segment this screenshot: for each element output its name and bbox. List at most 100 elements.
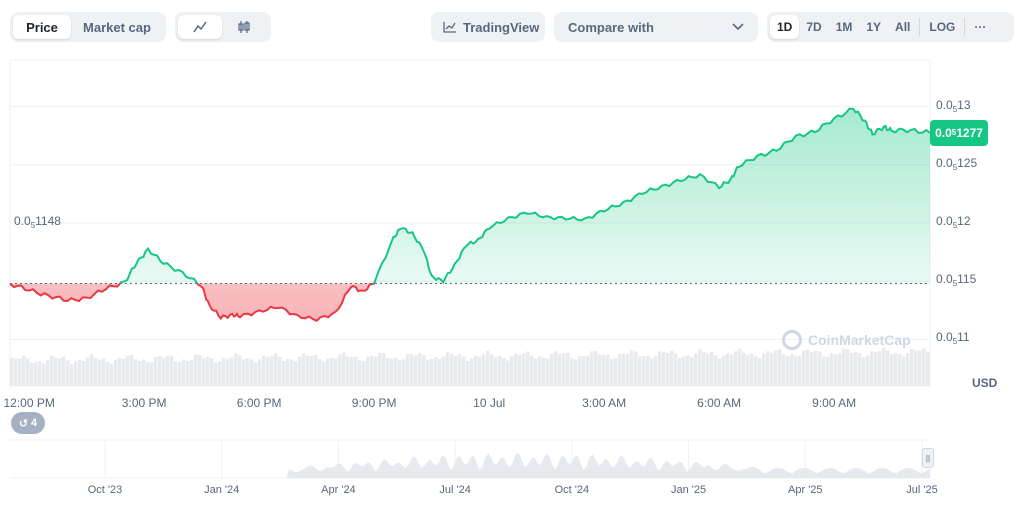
volume-bar [206,356,210,386]
events-badge[interactable]: ↺ 4 [11,412,45,434]
volume-bar [170,356,174,386]
volume-bar [786,356,790,386]
volume-bar [874,352,878,386]
volume-bar [790,354,794,386]
volume-bar [830,353,834,386]
volume-bar [274,353,278,386]
volume-bar [218,361,222,386]
volume-bar [882,347,886,386]
y-tick-label: 0.05125 [936,155,978,172]
y-tick-label: 0.0511 [936,330,970,347]
volume-bar [726,353,730,386]
volume-bar [582,356,586,386]
coinmarketcap-watermark: CoinMarketCap [782,330,911,350]
volume-bar [898,353,902,386]
volume-bar [146,362,150,386]
volume-bar [414,355,418,386]
volume-bar [150,362,154,386]
volume-bar [794,355,798,386]
timeframe-1m[interactable]: 1M [835,20,853,34]
volume-bar [602,354,606,386]
range-tick-label: Jul '25 [906,484,938,496]
candlestick-button[interactable] [222,15,266,39]
volume-bar [50,355,54,386]
volume-bar [474,355,478,386]
volume-bar [746,354,750,386]
volume-bar [38,361,42,386]
volume-bar [174,361,178,386]
volume-bar [466,360,470,386]
volume-bar [362,361,366,386]
volume-bar [366,356,370,386]
volume-bar [638,356,642,386]
range-handle[interactable]: || [922,448,934,468]
volume-bar [282,360,286,386]
volume-bar [254,362,258,386]
more-options-button[interactable]: ··· [974,20,987,34]
volume-bar [918,350,922,386]
timeframe-selector: 1D 7D 1M 1Y All LOG ··· [767,12,1014,42]
timeframe-7d[interactable]: 7D [806,20,822,34]
volume-bar [626,353,630,386]
volume-bar [410,354,414,386]
volume-bar [886,350,890,386]
volume-bar [650,358,654,386]
volume-bar [246,358,250,386]
volume-bar [694,353,698,386]
volume-bar [102,358,106,386]
volume-bar [342,352,346,386]
volume-bar [518,354,522,386]
volume-bar [358,360,362,386]
volume-bar [550,353,554,386]
current-price-tag: 0.0 5 1277 [930,119,988,146]
volume-bar [330,358,334,386]
volume-bar [270,355,274,386]
volume-bar [454,355,458,386]
timeframe-1d[interactable]: 1D [770,15,800,39]
volume-bar [494,357,498,386]
volume-bar [418,353,422,386]
volume-bar [890,354,894,386]
timeframe-1y[interactable]: 1Y [866,20,882,34]
volume-bar [770,352,774,386]
volume-bar [902,356,906,386]
volume-bar [346,356,350,386]
volume-bar [394,357,398,386]
timeframe-all[interactable]: All [895,20,911,34]
tab-market-cap[interactable]: Market cap [83,19,151,35]
volume-bar [558,354,562,386]
volume-bar [910,349,914,386]
y-tick-label: 0.0512 [936,214,971,230]
range-navigator[interactable] [10,439,930,479]
volume-bar [618,353,622,386]
line-chart-button[interactable] [178,15,222,39]
volume-bar [398,360,402,386]
volume-bar [458,354,462,386]
range-tick-label: Oct '23 [87,484,123,496]
volume-bar [118,357,122,386]
volume-bar [234,353,238,386]
volume-bar [290,359,294,386]
volume-bar [742,352,746,386]
log-scale-toggle[interactable]: LOG [929,20,956,34]
volume-bar [510,356,514,386]
volume-bar [250,359,254,386]
compare-with-dropdown[interactable]: Compare with [554,12,758,42]
volume-bar [138,360,142,386]
volume-bar [686,355,690,386]
tradingview-button[interactable]: TradingView [431,12,545,42]
volume-bar [318,359,322,386]
volume-bar [438,358,442,386]
volume-bar [798,355,802,386]
compare-label: Compare with [568,19,654,35]
price-area-up [10,108,930,284]
volume-bar [426,359,430,386]
volume-bar [162,357,166,386]
x-tick-label: 9:00 AM [812,396,857,410]
volume-bar [718,358,722,386]
volume-bar [450,353,454,386]
tab-price[interactable]: Price [13,15,71,39]
volume-bar [406,354,410,386]
range-volume-area [10,452,930,478]
